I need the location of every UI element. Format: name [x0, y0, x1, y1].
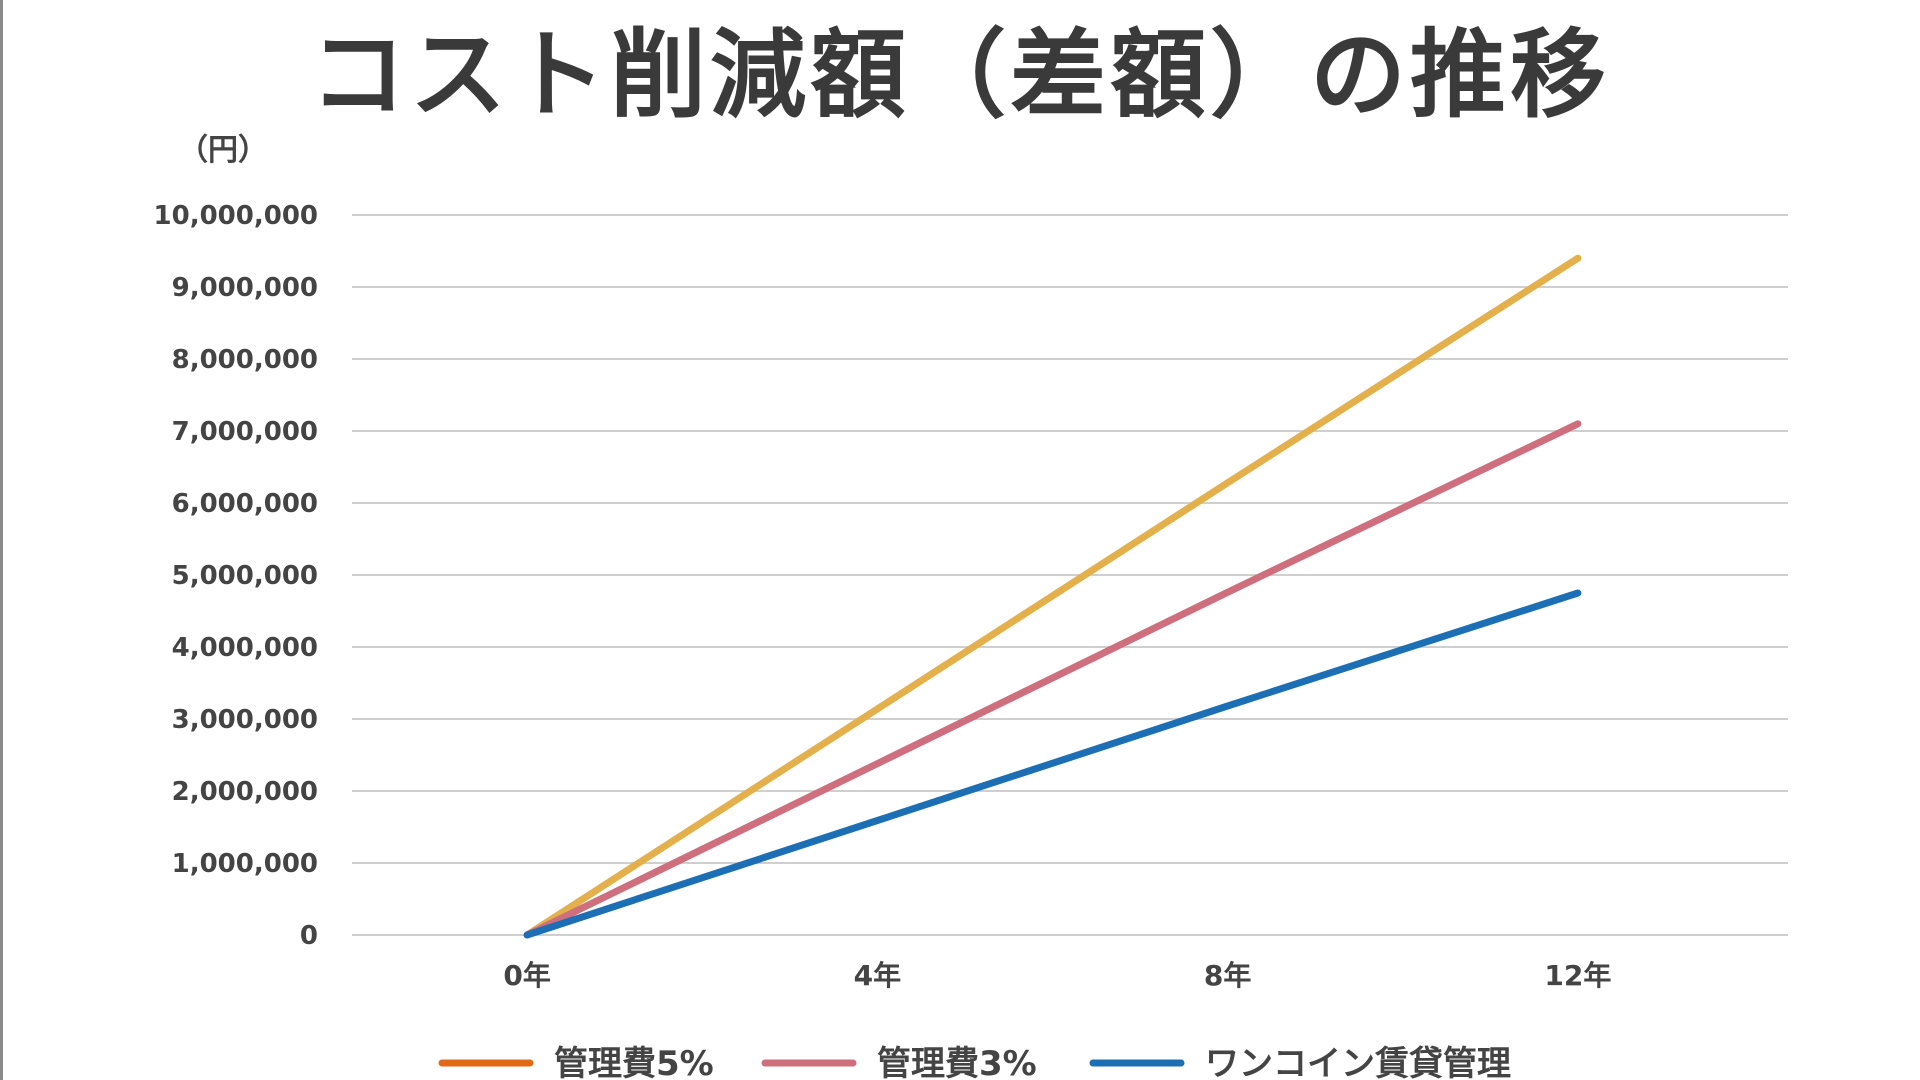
series-line-2 — [523, 589, 1582, 939]
x-axis-ticks: 0年 4年 8年 12年 — [503, 959, 1611, 992]
y-tick-label: 2,000,000 — [172, 777, 318, 807]
x-tick-label: 12年 — [1544, 959, 1611, 992]
series-line-0 — [523, 254, 1582, 939]
y-tick-label: 7,000,000 — [172, 417, 318, 447]
y-tick-label: 8,000,000 — [172, 345, 318, 375]
grid-lines — [352, 214, 1788, 936]
legend-label-0: 管理費5% — [554, 1044, 714, 1080]
legend-label-2: ワンコイン賃貸管理 — [1205, 1044, 1511, 1080]
y-tick-label: 1,000,000 — [172, 849, 318, 879]
legend-label-1: 管理費3% — [877, 1044, 1037, 1080]
y-axis-ticks: 0 1,000,000 2,000,000 3,000,000 4,000,000 5,0… — [154, 201, 318, 951]
y-tick-label: 6,000,000 — [172, 489, 318, 519]
x-tick-label: 4年 — [854, 959, 901, 992]
y-tick-label: 10,000,000 — [154, 201, 318, 231]
series-lines — [523, 254, 1582, 939]
series-line-1 — [523, 420, 1582, 939]
y-tick-label: 9,000,000 — [172, 273, 318, 303]
y-tick-label: 4,000,000 — [172, 633, 318, 663]
chart-title: コスト削減額（差額）の推移 — [310, 19, 1610, 131]
y-axis-unit-label: （円） — [178, 133, 268, 168]
frame-border — [0, 0, 3, 1080]
y-tick-label: 5,000,000 — [172, 561, 318, 591]
y-tick-label: 3,000,000 — [172, 705, 318, 735]
y-tick-label: 0 — [300, 921, 318, 951]
x-tick-label: 0年 — [503, 959, 550, 992]
legend: 管理費5% 管理費3% ワンコイン賃貸管理 — [438, 1044, 1511, 1080]
x-tick-label: 8年 — [1204, 959, 1251, 992]
